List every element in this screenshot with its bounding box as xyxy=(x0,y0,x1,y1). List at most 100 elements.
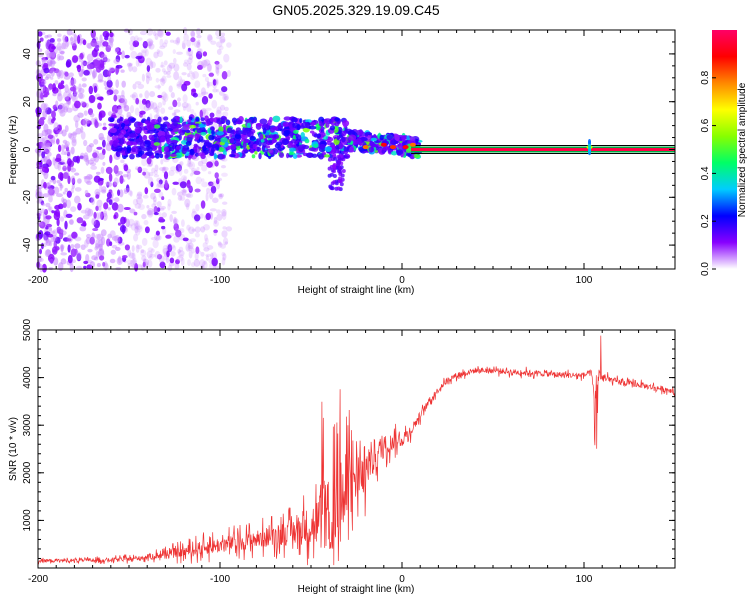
band-cell xyxy=(153,137,160,144)
noise-cell xyxy=(208,93,213,99)
noise-cell xyxy=(149,90,156,98)
noise-cell xyxy=(61,197,65,203)
noise-cell xyxy=(109,241,113,247)
band-cell xyxy=(255,140,259,145)
hot-spot xyxy=(362,145,369,150)
noise-cell xyxy=(140,114,146,119)
noise-cell xyxy=(41,202,46,207)
noise-cell xyxy=(64,71,69,77)
noise-cell xyxy=(155,77,160,83)
noise-cell xyxy=(185,243,191,252)
noise-cell xyxy=(130,259,137,265)
band-cell xyxy=(413,153,421,159)
band-cell xyxy=(256,146,260,152)
band-cell xyxy=(401,135,407,141)
noise-cell xyxy=(80,126,84,133)
noise-cell xyxy=(163,171,169,180)
noise-cell xyxy=(55,236,61,244)
noise-cell xyxy=(162,99,166,106)
noise-cell xyxy=(93,175,101,183)
band-cell xyxy=(139,150,145,155)
noise-cell xyxy=(210,181,217,187)
noise-cell xyxy=(99,51,105,59)
noise-cell xyxy=(37,54,44,58)
noise-cell xyxy=(107,207,111,211)
noise-cell xyxy=(141,237,148,246)
noise-cell xyxy=(224,241,228,245)
noise-cell xyxy=(128,63,133,72)
noise-cell xyxy=(98,211,103,220)
noise-cell xyxy=(176,191,184,197)
band-cell xyxy=(254,150,258,155)
noise-cell xyxy=(204,237,209,245)
band-cell xyxy=(338,179,343,184)
band-cell xyxy=(189,116,193,121)
noise-cell xyxy=(197,60,204,70)
snr-y-axis-label: SNR (10 * v/v) xyxy=(8,417,19,481)
noise-cell xyxy=(170,166,177,172)
noise-cell xyxy=(187,157,192,167)
noise-cell xyxy=(191,88,197,93)
noise-cell xyxy=(214,172,219,179)
noise-cell xyxy=(160,107,166,114)
noise-cell xyxy=(37,141,44,148)
noise-cell xyxy=(45,238,51,247)
noise-cell xyxy=(113,177,119,186)
spectrogram-x-axis-label: Height of straight line (km) xyxy=(298,285,415,296)
noise-cell xyxy=(48,195,53,203)
noise-cell xyxy=(77,112,84,118)
noise-cell xyxy=(146,250,153,259)
noise-cell xyxy=(168,85,173,93)
band-cell xyxy=(364,133,369,137)
noise-cell xyxy=(152,196,157,203)
noise-cell xyxy=(128,252,135,259)
noise-cell xyxy=(139,110,146,115)
noise-cell xyxy=(205,253,212,257)
band-cell xyxy=(319,144,326,149)
noise-cell xyxy=(36,199,42,204)
noise-cell xyxy=(112,181,118,188)
noise-cell xyxy=(123,206,131,211)
noise-cell xyxy=(210,211,214,221)
noise-cell xyxy=(168,246,173,253)
noise-cell xyxy=(215,79,219,85)
noise-cell xyxy=(96,96,104,101)
band-cell xyxy=(195,116,200,122)
noise-cell xyxy=(110,249,117,255)
noise-cell xyxy=(105,166,113,175)
noise-cell xyxy=(178,246,184,252)
noise-cell xyxy=(180,257,185,267)
noise-cell xyxy=(185,193,192,198)
noise-cell xyxy=(190,72,196,81)
noise-cell xyxy=(183,59,189,64)
noise-cell xyxy=(206,187,211,194)
noise-cell xyxy=(70,175,76,184)
noise-cell xyxy=(59,172,64,182)
noise-cell xyxy=(160,77,166,86)
band-cell xyxy=(355,129,363,136)
noise-cell xyxy=(58,161,65,165)
band-cell xyxy=(189,124,197,129)
noise-cell xyxy=(71,231,78,239)
band-cell xyxy=(121,122,125,129)
band-cell xyxy=(318,120,323,127)
noise-cell xyxy=(209,208,217,212)
noise-cell xyxy=(192,71,199,79)
noise-cell xyxy=(174,262,180,270)
band-cell xyxy=(343,122,347,129)
band-cell xyxy=(332,164,337,169)
noise-cell xyxy=(94,246,99,251)
noise-cell xyxy=(117,203,124,213)
noise-cell xyxy=(84,175,91,184)
noise-cell xyxy=(211,99,218,109)
noise-cell xyxy=(139,30,147,36)
noise-cell xyxy=(166,70,171,76)
noise-cell xyxy=(182,106,187,111)
noise-cell xyxy=(62,165,67,172)
noise-cell xyxy=(43,146,47,152)
band-cell xyxy=(327,157,332,162)
noise-cell xyxy=(87,159,95,165)
band-cell xyxy=(129,132,137,138)
noise-cell xyxy=(71,138,77,147)
